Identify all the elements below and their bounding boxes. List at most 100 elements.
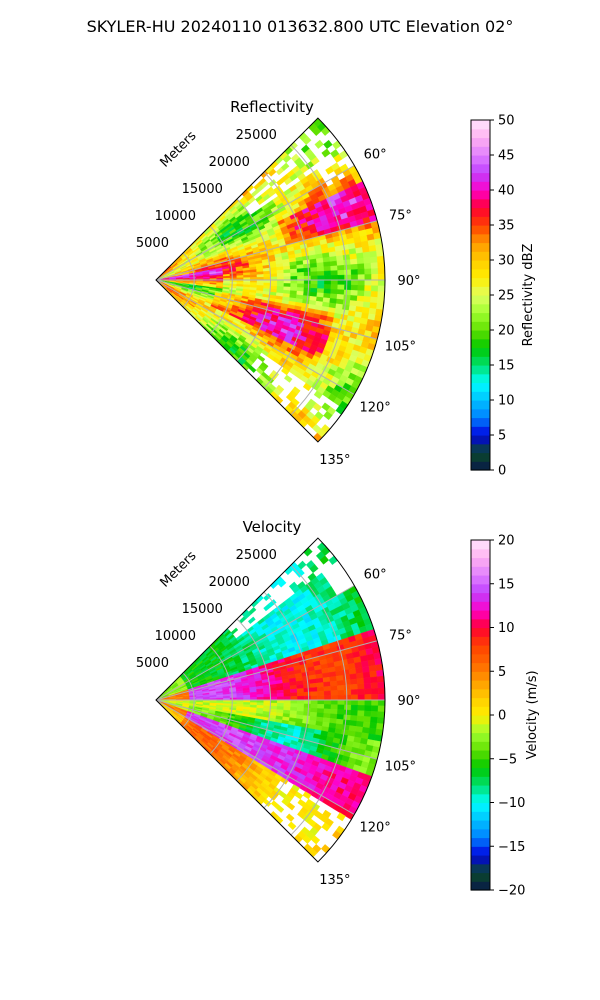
reflectivity-cell [283, 269, 291, 274]
colorbar-swatch [471, 172, 490, 182]
colorbar-swatch [471, 645, 490, 655]
velocity-cell [310, 691, 318, 697]
azimuth-tick-label: 120° [359, 401, 390, 416]
colorbar-swatch [471, 767, 490, 777]
colorbar-swatch [471, 723, 490, 734]
reflectivity-cell [324, 279, 332, 285]
reflectivity-colorbar-label: Reflectivity dBZ [521, 244, 536, 347]
reflectivity-cell [355, 247, 364, 254]
reflectivity-cell [323, 266, 332, 272]
reflectivity-cell [369, 302, 378, 310]
reflectivity-cell [317, 275, 325, 281]
reflectivity-cell [303, 279, 312, 285]
reflectivity-cell [337, 289, 345, 296]
velocity-cell [363, 677, 372, 684]
velocity-cell [376, 675, 385, 683]
velocity-cell [371, 688, 379, 695]
velocity-cell [263, 593, 272, 602]
velocity-cell [337, 684, 345, 691]
colorbar-swatch [471, 566, 490, 576]
velocity-cell [356, 677, 365, 685]
reflectivity-cell [376, 297, 385, 305]
velocity-colorbar: −20 −15 −10 −5 0 5 10 15 20 [470, 534, 525, 899]
reflectivity-cell [324, 275, 332, 281]
colorbar-swatch [471, 592, 490, 602]
velocity-colorbar-label: Velocity (m/s) [525, 670, 540, 759]
colorbar-swatch [471, 277, 490, 287]
velocity-cell [303, 547, 313, 557]
colorbar-swatch [471, 575, 490, 585]
reflectivity-cell [337, 269, 345, 276]
colorbar-swatch [471, 793, 490, 804]
colorbar-swatch [471, 198, 490, 209]
reflectivity-cell [316, 262, 325, 268]
velocity-cell [336, 675, 344, 682]
colorbar-swatch [471, 190, 490, 200]
colorbar-tick-label: 40 [498, 184, 515, 199]
velocity-cell [247, 616, 256, 624]
velocity-cell [350, 710, 358, 717]
range-tick-label: 10000 [155, 629, 196, 644]
range-tick-label: 20000 [209, 155, 250, 170]
velocity-cell [342, 674, 351, 681]
velocity-cell [297, 695, 305, 701]
velocity-cell [376, 717, 385, 725]
reflectivity-cell [297, 279, 305, 285]
reflectivity-cell [343, 264, 352, 271]
reflectivity-cell [329, 260, 338, 267]
velocity-cell [310, 687, 318, 693]
reflectivity-cell [361, 246, 370, 253]
reflectivity-panel: Reflectivity 5000 10000 15000 20000 25000 60°… [136, 98, 536, 479]
velocity-cell [320, 844, 331, 854]
velocity-cell [351, 694, 359, 701]
colorbar-swatch [471, 548, 490, 559]
reflectivity-cell [270, 273, 278, 278]
reflectivity-cell [321, 148, 331, 158]
velocity-cell [317, 699, 325, 705]
reflectivity-cell [377, 267, 386, 275]
reflectivity-cell [302, 135, 312, 146]
velocity-cell [357, 710, 365, 717]
reflectivity-cell [263, 273, 271, 278]
range-tick-label: 15000 [182, 182, 223, 197]
colorbar-tick-label: 10 [498, 394, 515, 409]
reflectivity-cell [276, 273, 285, 278]
colorbar-swatch [471, 653, 490, 664]
reflectivity-cell [336, 294, 345, 300]
colorbar-tick-label: 0 [498, 709, 506, 724]
reflectivity-cell [337, 264, 345, 271]
velocity-cell [283, 699, 291, 704]
velocity-cell [356, 715, 365, 723]
colorbar-tick-label: 25 [498, 289, 515, 304]
velocity-cell [337, 699, 345, 706]
velocity-cell [296, 684, 304, 690]
velocity-cell [276, 702, 285, 707]
colorbar-swatch [471, 408, 490, 419]
velocity-cell [362, 671, 371, 679]
reflectivity-cell [330, 275, 339, 281]
reflectivity-cell [296, 268, 305, 273]
velocity-cell [324, 699, 332, 705]
reflectivity-cell [283, 283, 291, 288]
velocity-cell [269, 690, 278, 695]
colorbar-swatch [471, 601, 490, 611]
reflectivity-cell [310, 275, 318, 281]
velocity-cell [343, 684, 352, 691]
reflectivity-cell [303, 275, 312, 281]
colorbar-swatch [471, 330, 490, 340]
velocity-cell [351, 699, 359, 706]
reflectivity-cell [377, 279, 386, 287]
velocity-cell [270, 702, 278, 707]
velocity-cell [349, 673, 358, 680]
reflectivity-cell [350, 269, 359, 276]
colorbar-swatch [471, 671, 490, 681]
reflectivity-radial-axis-label: Meters [158, 128, 200, 170]
reflectivity-cell [256, 274, 264, 278]
colorbar-swatch [471, 120, 490, 130]
velocity-cell [357, 705, 365, 712]
reflectivity-cell [376, 249, 384, 257]
reflectivity-cell [290, 272, 298, 277]
colorbar-swatch [471, 391, 490, 401]
velocity-cell [369, 670, 378, 678]
reflectivity-cell [290, 283, 298, 288]
